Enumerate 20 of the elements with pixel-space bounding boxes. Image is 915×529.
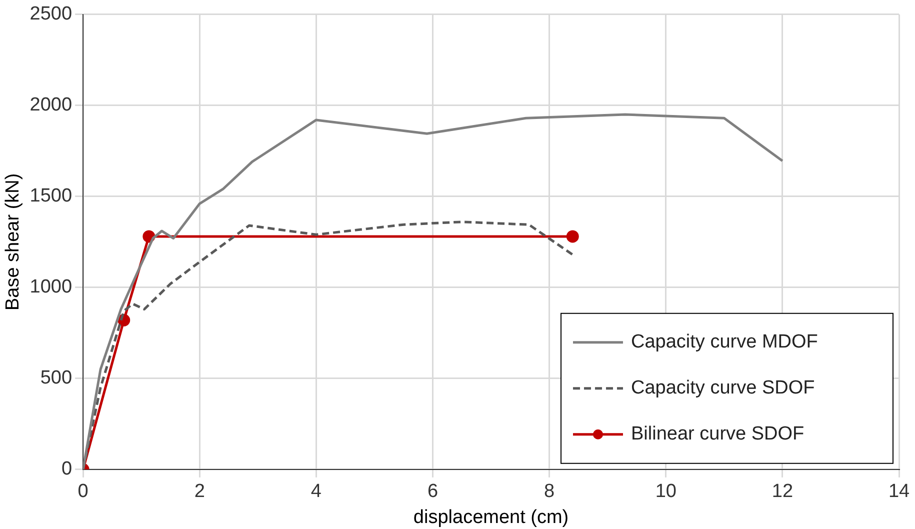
y-tick-label: 500	[40, 368, 72, 389]
x-tick-label: 10	[655, 481, 676, 502]
y-tick-label: 2000	[30, 94, 72, 116]
x-tick-label: 6	[427, 481, 438, 502]
y-axis-title: Base shear (kN)	[2, 173, 24, 311]
point	[566, 230, 579, 243]
x-axis-title: displacement (cm)	[413, 506, 569, 528]
x-tick-label: 0	[78, 481, 88, 502]
x-tick-label: 8	[544, 481, 555, 502]
x-tick-label: 12	[772, 481, 794, 502]
y-tick-label: 2500	[30, 4, 72, 25]
y-tick-label: 1500	[30, 186, 72, 207]
legend-label: Capacity curve MDOF	[631, 332, 818, 353]
legend-label: Bilinear curve SDOF	[631, 424, 804, 445]
y-tick-label: 0	[61, 458, 72, 480]
x-tick-label: 4	[310, 481, 322, 502]
x-tick-label: 14	[888, 481, 910, 502]
x-tick-label: 2	[194, 481, 205, 502]
legend-label: Capacity curve SDOF	[631, 378, 815, 399]
y-tick-label: 1000	[30, 276, 72, 298]
